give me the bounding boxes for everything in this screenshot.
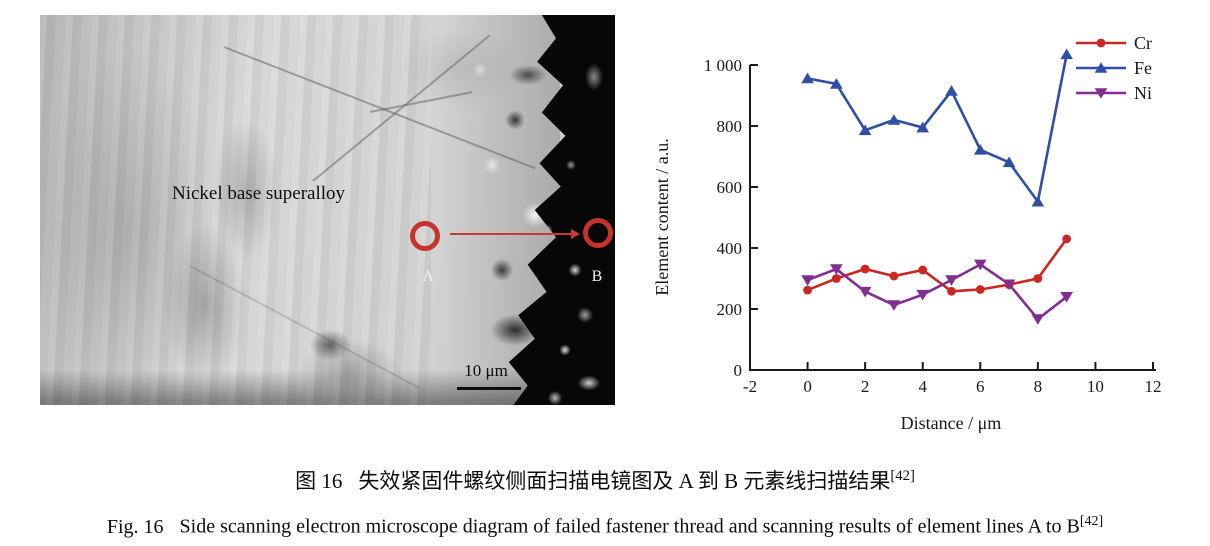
svg-text:800: 800	[717, 117, 743, 136]
y-axis-label: Element content / a.u.	[652, 138, 672, 295]
sem-texture-streaks	[40, 15, 431, 405]
caption-chinese: 图 16 失效紧固件螺纹侧面扫描电镜图及 A 到 B 元素线扫描结果[42]	[0, 465, 1210, 495]
sem-image: Nickel base superalloy A B 10 μm	[40, 15, 615, 405]
x-axis-label: Distance / μm	[901, 413, 1002, 433]
caption-english-reference: [42]	[1079, 514, 1104, 529]
svg-text:400: 400	[717, 239, 743, 258]
svg-text:200: 200	[717, 300, 743, 319]
caption-english-number: Fig. 16	[106, 515, 164, 538]
svg-text:-2: -2	[743, 377, 757, 396]
svg-text:8: 8	[1034, 377, 1043, 396]
caption-chinese-number: 图 16	[295, 469, 343, 493]
svg-text:Fe: Fe	[1134, 58, 1152, 78]
svg-text:0: 0	[803, 377, 812, 396]
point-a-label: A	[422, 268, 434, 285]
svg-text:600: 600	[717, 178, 743, 197]
svg-text:Cr: Cr	[1134, 33, 1152, 53]
svg-text:6: 6	[976, 377, 985, 396]
scalebar-label: 10 μm	[464, 361, 508, 380]
caption-english: Fig. 16 Side scanning electron microscope…	[0, 514, 1210, 539]
svg-text:0: 0	[734, 361, 743, 380]
svg-text:12: 12	[1145, 377, 1162, 396]
point-b-circle-marker	[583, 218, 613, 248]
svg-text:2: 2	[861, 377, 870, 396]
svg-text:4: 4	[918, 377, 927, 396]
caption-chinese-reference: [42]	[890, 468, 915, 484]
svg-text:Ni: Ni	[1134, 83, 1152, 103]
svg-text:1 000: 1 000	[704, 56, 742, 75]
scalebar-line	[457, 387, 521, 390]
material-label: Nickel base superalloy	[172, 183, 346, 204]
svg-text:10: 10	[1087, 377, 1104, 396]
scan-line-arrow	[450, 229, 580, 239]
caption-english-text: Side scanning electron microscope diagra…	[179, 515, 1080, 538]
caption-chinese-text: 失效紧固件螺纹侧面扫描电镜图及 A 到 B 元素线扫描结果	[358, 469, 891, 493]
point-a-circle-marker	[410, 221, 440, 251]
point-b-label: B	[591, 268, 603, 285]
